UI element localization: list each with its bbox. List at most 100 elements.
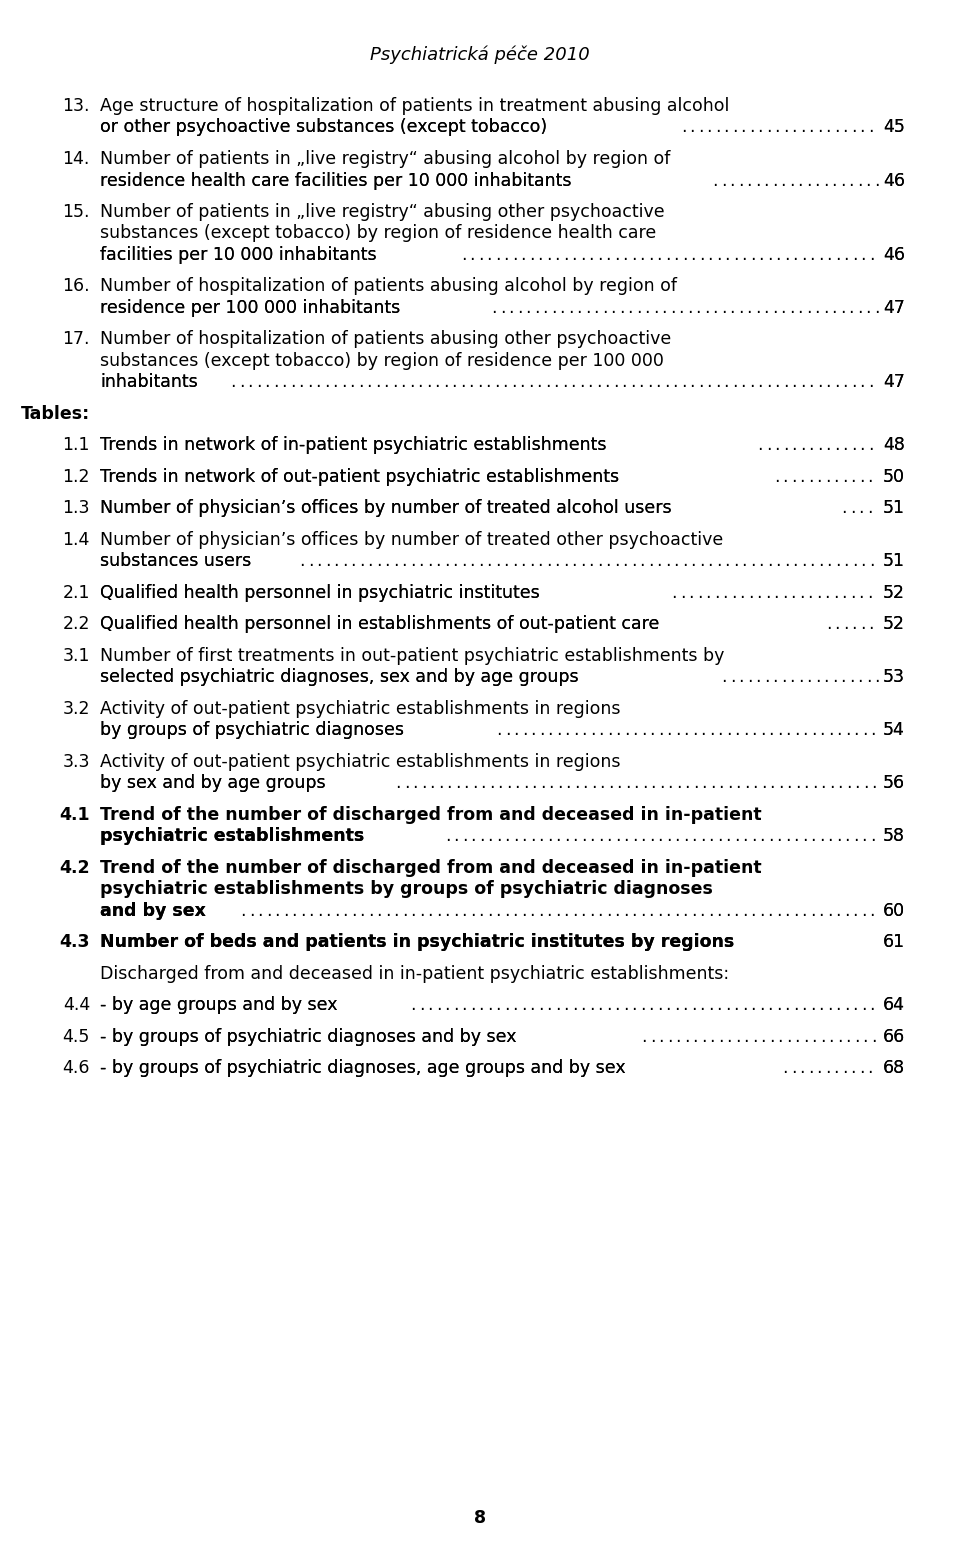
- Text: .: .: [743, 722, 748, 739]
- Text: 45: 45: [883, 119, 905, 136]
- Text: .: .: [581, 722, 587, 739]
- Text: .: .: [833, 373, 839, 392]
- Text: .: .: [850, 584, 855, 601]
- Text: .: .: [638, 373, 643, 392]
- Text: .: .: [615, 722, 621, 739]
- Text: .: .: [241, 901, 246, 920]
- Text: .: .: [249, 901, 254, 920]
- Text: .: .: [360, 901, 365, 920]
- Text: .: .: [834, 553, 840, 570]
- Text: Activity of out-patient psychiatric establishments in regions: Activity of out-patient psychiatric esta…: [100, 753, 620, 772]
- Text: .: .: [556, 722, 562, 739]
- Text: .: .: [734, 828, 739, 845]
- Text: .: .: [852, 436, 856, 455]
- Text: .: .: [684, 1028, 689, 1047]
- Text: .: .: [747, 298, 752, 317]
- Text: .: .: [446, 775, 451, 792]
- Text: .: .: [648, 245, 654, 264]
- Text: .: .: [776, 245, 780, 264]
- Text: .: .: [709, 1028, 715, 1047]
- Text: .: .: [257, 901, 263, 920]
- Text: .: .: [846, 1028, 851, 1047]
- Text: .: .: [782, 469, 788, 486]
- Text: .: .: [844, 901, 850, 920]
- Text: 54: 54: [883, 722, 905, 739]
- Text: .: .: [538, 553, 542, 570]
- Text: .: .: [843, 553, 849, 570]
- Text: .: .: [833, 584, 838, 601]
- Text: .: .: [351, 901, 356, 920]
- Text: .: .: [539, 722, 544, 739]
- Text: .: .: [585, 298, 590, 317]
- Text: 58: 58: [883, 828, 905, 845]
- Text: .: .: [861, 997, 867, 1014]
- Text: .: .: [775, 436, 780, 455]
- Text: Qualified health personnel in establishments of out-patient care: Qualified health personnel in establishm…: [100, 615, 660, 634]
- Text: .: .: [663, 373, 669, 392]
- Text: .: .: [426, 553, 432, 570]
- Text: .: .: [833, 469, 839, 486]
- Text: .: .: [230, 373, 235, 392]
- Text: .: .: [726, 722, 732, 739]
- Text: .: .: [795, 775, 800, 792]
- Text: .: .: [718, 775, 724, 792]
- Text: .: .: [767, 553, 772, 570]
- Text: .: .: [649, 722, 655, 739]
- Text: .: .: [665, 997, 671, 1014]
- Text: .: .: [854, 775, 859, 792]
- Text: .: .: [684, 722, 688, 739]
- Text: .: .: [530, 997, 535, 1014]
- Text: Trends in network of in-patient psychiatric establishments: Trends in network of in-patient psychiat…: [100, 436, 607, 455]
- Text: .: .: [536, 373, 541, 392]
- Text: .: .: [715, 119, 720, 136]
- Text: Trend of the number of discharged from and deceased in in-patient: Trend of the number of discharged from a…: [100, 859, 761, 876]
- Text: .: .: [749, 373, 755, 392]
- Text: 51: 51: [883, 500, 905, 517]
- Text: .: .: [470, 997, 475, 1014]
- Text: .: .: [623, 901, 629, 920]
- Text: .: .: [759, 828, 765, 845]
- Text: .: .: [479, 901, 484, 920]
- Text: .: .: [647, 373, 652, 392]
- Text: .: .: [641, 1028, 647, 1047]
- Text: .: .: [342, 553, 348, 570]
- Text: 1.1: 1.1: [62, 436, 90, 455]
- Text: .: .: [842, 373, 848, 392]
- Text: .: .: [392, 373, 397, 392]
- Text: .: .: [691, 997, 696, 1014]
- Text: .: .: [828, 828, 833, 845]
- Text: .: .: [852, 615, 856, 634]
- Text: .: .: [460, 373, 466, 392]
- Text: .: .: [785, 722, 791, 739]
- Text: or other psychoactive substances (except tobacco): or other psychoactive substances (except…: [100, 119, 547, 136]
- Text: .: .: [290, 373, 295, 392]
- Text: .: .: [429, 775, 435, 792]
- Text: .: .: [818, 553, 823, 570]
- Text: .: .: [655, 373, 660, 392]
- Text: .: .: [811, 775, 817, 792]
- Text: .: .: [859, 373, 865, 392]
- Text: .: .: [816, 1059, 822, 1078]
- Text: .: .: [630, 373, 636, 392]
- Text: .: .: [815, 669, 821, 687]
- Text: .: .: [551, 298, 557, 317]
- Text: .: .: [522, 775, 528, 792]
- Text: .: .: [548, 775, 554, 792]
- Text: .: .: [715, 553, 721, 570]
- Text: .: .: [504, 997, 510, 1014]
- Text: .: .: [817, 373, 822, 392]
- Text: .: .: [613, 553, 619, 570]
- Text: .: .: [555, 245, 560, 264]
- Text: .: .: [650, 1028, 656, 1047]
- Text: Trends in network of out-patient psychiatric establishments: Trends in network of out-patient psychia…: [100, 469, 619, 486]
- Text: .: .: [494, 553, 500, 570]
- Text: .: .: [534, 298, 540, 317]
- Text: .: .: [760, 775, 766, 792]
- Text: .: .: [683, 828, 688, 845]
- Text: .: .: [514, 722, 518, 739]
- Text: .: .: [851, 469, 855, 486]
- Text: .: .: [470, 828, 476, 845]
- Text: .: .: [659, 775, 664, 792]
- Text: 4.1: 4.1: [60, 806, 90, 825]
- Text: .: .: [801, 245, 806, 264]
